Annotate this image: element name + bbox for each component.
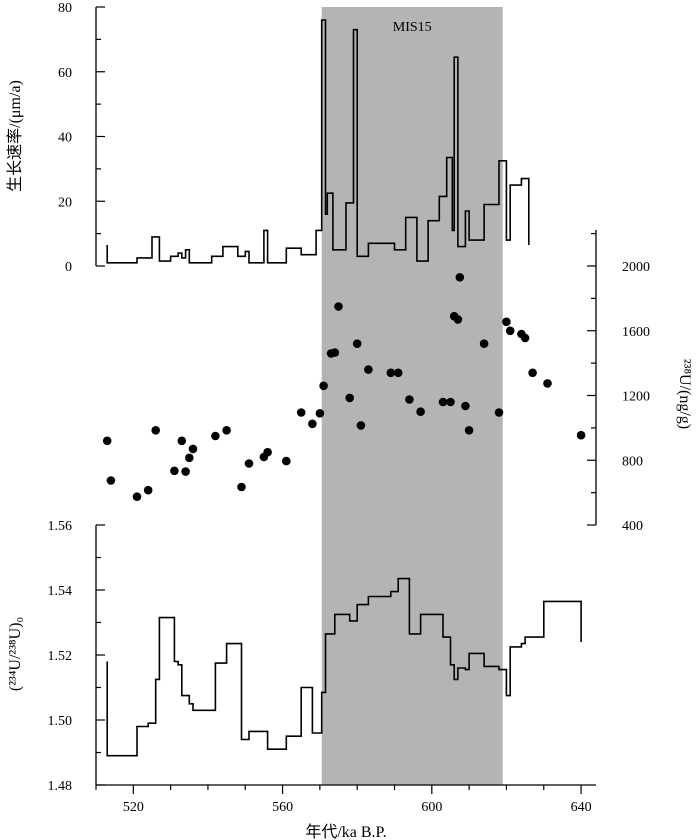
- u238-point: [576, 430, 586, 440]
- u238-point: [543, 379, 552, 388]
- u238-point: [102, 436, 112, 446]
- u238-point: [502, 317, 511, 327]
- x-tick-label: 520: [123, 800, 144, 815]
- x-tick-label: 640: [571, 800, 592, 815]
- u238-y-tick-label: 1600: [622, 325, 650, 340]
- u238-point: [315, 409, 325, 418]
- u238-point: [185, 453, 194, 463]
- u238-point: [319, 381, 328, 391]
- u238-point: [244, 459, 254, 468]
- x-axis-title: 年代/ka B.P.: [305, 823, 386, 840]
- u238-point: [181, 467, 190, 476]
- series-layer: [102, 19, 586, 757]
- u238-point: [177, 436, 187, 446]
- u238-point: [345, 393, 355, 403]
- u238-point: [386, 368, 396, 378]
- u238-point: [505, 326, 515, 336]
- u238-point: [188, 444, 198, 454]
- u238-point: [438, 397, 448, 407]
- u234-ratio-axis-title: (²³⁴U/²³⁸U)₀: [7, 617, 24, 691]
- u238-point: [405, 395, 414, 404]
- growth_rate-series-line: [106, 19, 530, 264]
- u238-point: [296, 408, 306, 417]
- u234_ratio-series-line: [106, 577, 582, 757]
- growth_rate-y-tick-label: 60: [58, 66, 72, 81]
- u234_ratio-y-tick-label: 1.48: [48, 779, 73, 794]
- u234_ratio-y-tick-label: 1.52: [48, 649, 73, 664]
- u238-point: [132, 492, 142, 502]
- u238-point: [416, 407, 425, 417]
- u238-point: [453, 315, 463, 324]
- u238-point: [352, 339, 362, 349]
- u238-point: [106, 476, 116, 485]
- u238-point: [330, 348, 340, 357]
- u238-y-tick-label: 800: [622, 454, 643, 469]
- u238-point: [334, 302, 343, 311]
- u238-point: [282, 456, 291, 466]
- u234_ratio-y-tick-label: 1.54: [48, 584, 73, 599]
- growth_rate-y-tick-label: 40: [58, 131, 72, 146]
- u238-point: [356, 421, 366, 430]
- growth_rate-y-tick-label: 20: [58, 195, 72, 210]
- u238-point: [170, 466, 179, 476]
- u238-point: [263, 447, 272, 457]
- u234_ratio-y-tick-label: 1.56: [48, 519, 73, 534]
- u238-y-tick-label: 2000: [622, 260, 650, 275]
- u238-point: [308, 419, 317, 429]
- u238-point: [479, 339, 489, 349]
- u238-point: [222, 426, 231, 435]
- x-tick-label: 600: [421, 800, 442, 815]
- u238-point: [494, 408, 504, 417]
- u238-point: [520, 333, 530, 343]
- growth_rate-y-tick-label: 0: [65, 260, 72, 275]
- u238-point: [364, 365, 373, 374]
- x-tick-label: 560: [272, 800, 293, 815]
- u238-y-tick-label: 400: [622, 519, 643, 534]
- u238-point: [455, 273, 465, 282]
- growth-rate-axis: 0 20 40 60 80: [58, 1, 105, 275]
- u238-y-tick-label: 1200: [622, 390, 650, 405]
- u238-point: [393, 368, 403, 378]
- growth_rate-y-tick-label: 80: [58, 1, 72, 16]
- u238-point: [143, 485, 153, 495]
- u234-ratio-axis: 1.48 1.50 1.52 1.54 1.56: [48, 519, 105, 794]
- u238-point: [464, 426, 474, 435]
- u238-point: [528, 368, 537, 378]
- u234_ratio-y-tick-label: 1.50: [48, 714, 73, 729]
- u238-axis: 400 800 1200 1600 2000: [587, 230, 650, 534]
- u238-point: [461, 401, 470, 411]
- growth-rate-axis-title: 生长速率/(μm/a): [6, 80, 24, 192]
- x-axis: 520 560 600 640: [95, 784, 596, 815]
- u238-axis-title: ²³⁸U/(ng/g): [676, 359, 693, 429]
- u238-point: [151, 426, 160, 435]
- u238-point: [446, 397, 455, 407]
- u238-point: [211, 431, 220, 441]
- mis15-band-label: MIS15: [393, 20, 432, 35]
- u238-point: [237, 482, 246, 492]
